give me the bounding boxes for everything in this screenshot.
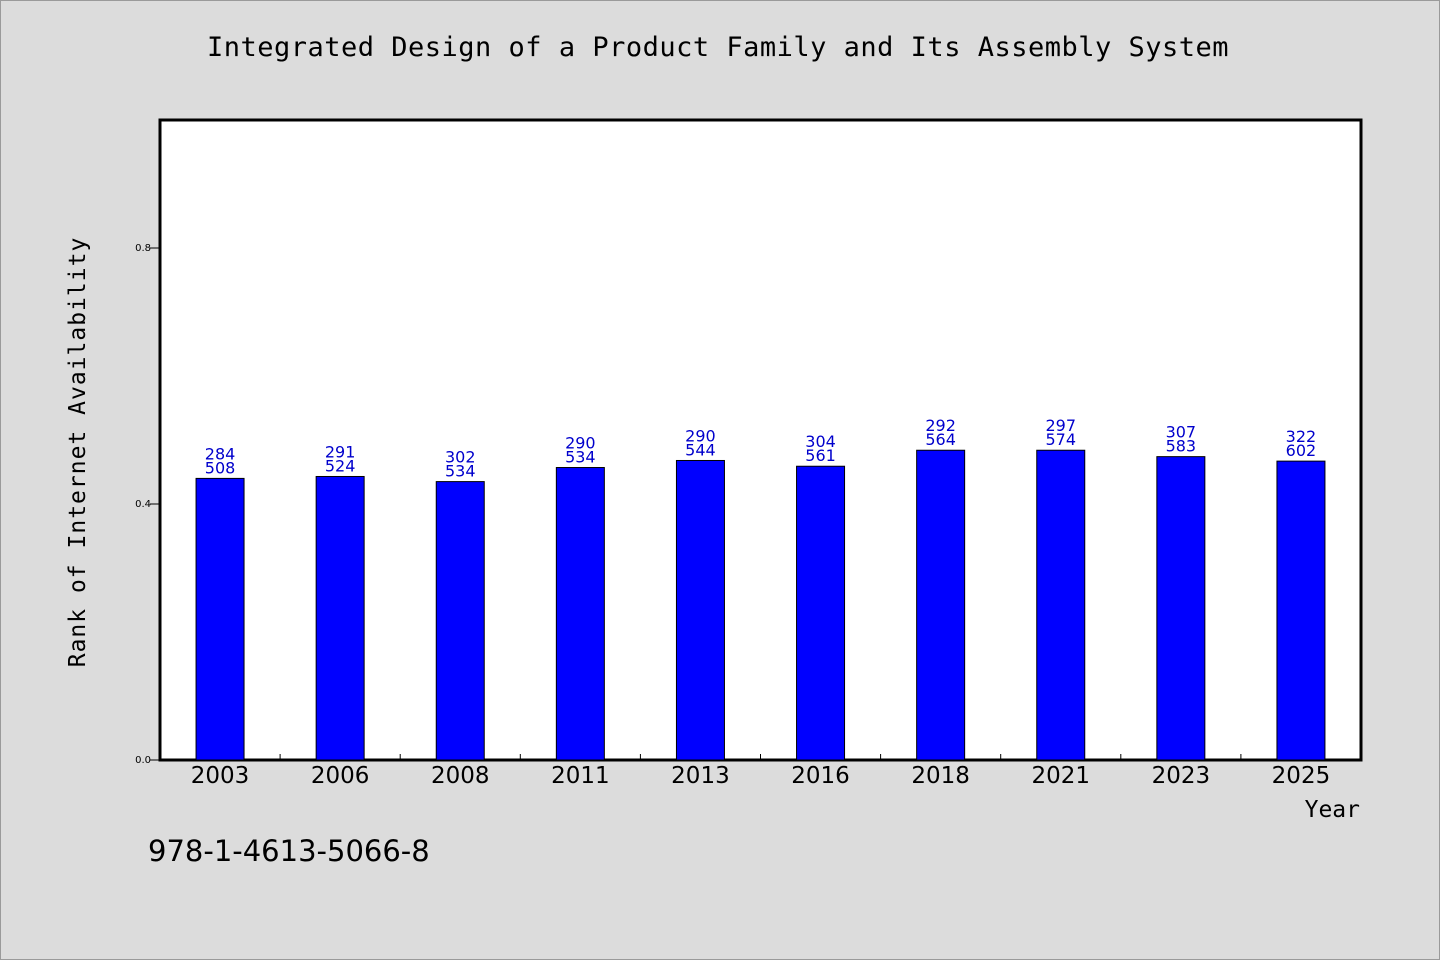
x-axis-label: Year [1305,797,1360,823]
y-tick-label: 0.8 [135,243,151,254]
bar-2021 [1036,449,1086,761]
y-tick-label: 0.0 [135,755,151,766]
bar-2006 [315,475,365,761]
footer-code: 978-1-4613-5066-8 [148,834,430,868]
bar-2011 [555,467,605,761]
bar-2003 [195,477,245,761]
bar-label-top: 284 [205,444,236,463]
x-tick-label: 2003 [191,763,250,789]
bar-label-top: 291 [325,442,356,461]
bar-label-bottom: 561 [805,446,836,465]
bar-2016 [796,465,846,761]
x-tick-label: 2013 [671,763,730,789]
bar-label-bottom: 534 [565,448,596,467]
bar-label-bottom: 574 [1045,430,1076,449]
x-tick-label: 2006 [311,763,370,789]
bar-label-top: 322 [1286,427,1317,446]
x-tick-label: 2016 [791,763,850,789]
x-tick-label: 2018 [911,763,970,789]
bar-2025 [1276,460,1326,761]
x-tick-label: 2023 [1152,763,1211,789]
bar-label-bottom: 564 [925,430,956,449]
x-tick-label: 2025 [1272,763,1331,789]
y-axis-label: Rank of Internet Availability [65,237,91,668]
bar-label-top: 307 [1166,423,1197,442]
bar-label-top: 302 [445,448,476,467]
chart-title: Integrated Design of a Product Family an… [206,32,1230,63]
bar-label-top: 304 [805,432,836,451]
bar-2013 [675,459,725,761]
bar-label-bottom: 544 [685,440,716,459]
bar-label-bottom: 583 [1166,437,1197,456]
bar-label-top: 297 [1045,416,1076,435]
x-tick-label: 2021 [1031,763,1090,789]
bar-2018 [916,449,966,761]
bar-label-bottom: 602 [1286,441,1317,460]
bar-label-bottom: 508 [205,458,236,477]
bar-label-bottom: 524 [325,456,356,475]
y-tick-label: 0.4 [135,499,151,510]
bar-label-bottom: 534 [445,462,476,481]
bar-2023 [1156,456,1206,761]
x-tick-label: 2008 [431,763,490,789]
bar-label-top: 290 [685,426,716,445]
x-tick-label: 2011 [551,763,610,789]
bar-2008 [435,481,485,761]
bar-label-top: 292 [925,416,956,435]
bar-label-top: 290 [565,434,596,453]
